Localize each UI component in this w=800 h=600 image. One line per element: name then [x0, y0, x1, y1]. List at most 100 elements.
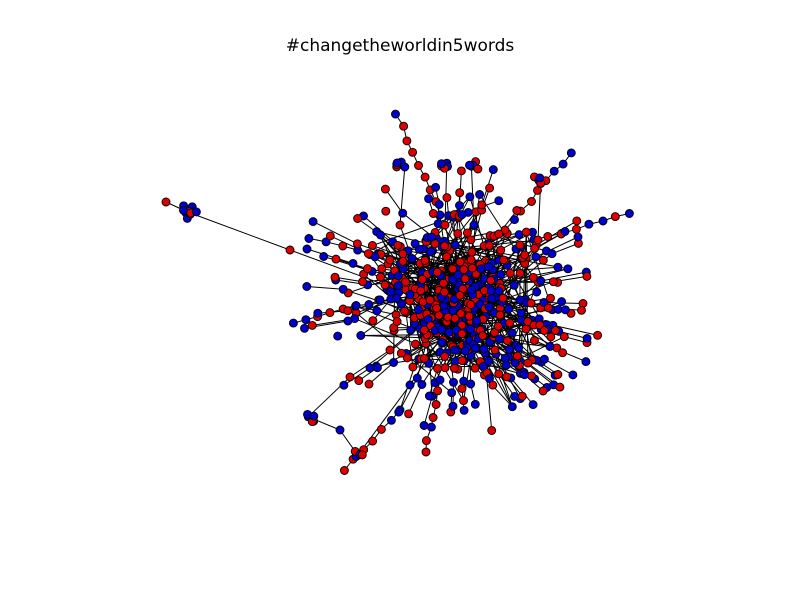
graph-edge: [357, 384, 411, 456]
graph-node-blue: [510, 215, 519, 225]
graph-node-red: [448, 264, 458, 274]
graph-node-blue: [448, 401, 458, 411]
graph-node-blue: [313, 308, 323, 318]
graph-node-red: [455, 290, 465, 300]
graph-node-blue: [472, 316, 482, 326]
graph-node-red: [353, 214, 363, 223]
graph-node-blue: [339, 380, 349, 390]
graph-node-blue: [466, 379, 476, 389]
graph-node-red: [502, 336, 512, 346]
graph-node-blue: [304, 234, 314, 243]
graph-node-red: [357, 450, 367, 460]
graph-node-red: [376, 272, 385, 282]
graph-node-red: [499, 255, 509, 265]
graph-node-red: [161, 197, 171, 207]
graph-node-red: [416, 286, 426, 296]
graph-node-red: [431, 400, 441, 409]
graph-node-red: [459, 396, 468, 406]
graph-node-red: [493, 321, 503, 331]
graph-node-red: [398, 256, 408, 266]
graph-node-red: [512, 351, 522, 361]
graph-node-red: [325, 231, 335, 241]
graph-node-blue: [444, 327, 454, 337]
graph-node-blue: [375, 295, 385, 305]
graph-node-red: [543, 303, 553, 313]
graph-node-red: [352, 239, 362, 249]
graph-node-blue: [389, 358, 399, 367]
graph-node-red: [467, 247, 477, 257]
graph-node-red: [457, 329, 467, 339]
graph-node-blue: [539, 354, 549, 364]
graph-node-red: [487, 426, 497, 435]
graph-node-red: [515, 268, 525, 278]
graph-node-red: [548, 277, 558, 287]
graph-node-blue: [553, 262, 563, 272]
graph-node-red: [577, 305, 586, 315]
graph-node-red: [402, 136, 412, 146]
graph-edge: [552, 324, 598, 336]
graph-node-red: [364, 379, 374, 389]
graph-node-red: [442, 193, 452, 203]
graph-node-red: [420, 256, 430, 265]
graph-node-red: [539, 326, 549, 336]
graph-node-blue: [406, 325, 416, 335]
graph-node-red: [421, 447, 431, 457]
graph-node-blue: [437, 337, 447, 347]
graph-node-blue: [467, 285, 476, 295]
graph-node-red: [550, 326, 560, 336]
graph-node-red: [484, 241, 494, 251]
graph-node-blue: [405, 380, 415, 390]
graph-node-red: [490, 345, 500, 355]
graph-node-blue: [484, 356, 494, 366]
graph-node-red: [464, 311, 474, 321]
graph-edge: [551, 242, 579, 255]
graph-node-blue: [494, 286, 504, 296]
graph-edge: [498, 373, 515, 397]
graph-node-red: [521, 227, 531, 237]
graph-node-red: [485, 183, 495, 193]
graph-node-red: [496, 245, 506, 255]
graph-node-red: [433, 386, 443, 396]
graph-node-blue: [568, 370, 578, 380]
graph-node-red: [395, 220, 405, 230]
graph-edge: [306, 286, 344, 290]
graph-node-blue: [581, 357, 591, 367]
graph-node-red: [420, 172, 430, 182]
graph-node-red: [419, 325, 429, 335]
graph-node-red: [440, 363, 450, 373]
graph-node-blue: [496, 270, 506, 279]
graph-node-blue: [427, 232, 437, 242]
graph-node-blue: [434, 200, 444, 209]
graph-node-red: [330, 272, 340, 282]
graph-node-red: [414, 161, 423, 170]
graph-node-red: [498, 293, 508, 303]
graph-edge: [540, 271, 587, 282]
graph-node-red: [529, 336, 539, 345]
graph-node-red: [478, 331, 488, 341]
graph-node-blue: [351, 301, 361, 310]
graph-node-blue: [465, 192, 475, 202]
figure-title: #changetheworldin5words: [285, 36, 515, 56]
graph-node-red: [523, 358, 533, 368]
graph-node-blue: [516, 308, 526, 318]
graph-node-blue: [348, 258, 358, 268]
graph-node-red: [572, 216, 582, 226]
graph-node-red: [558, 348, 568, 358]
graph-node-blue: [470, 399, 480, 409]
graph-node-blue: [515, 295, 525, 305]
graph-edge: [384, 188, 404, 214]
graph-node-red: [512, 206, 522, 215]
graph-node-red: [521, 324, 531, 334]
graph-node-blue: [486, 286, 496, 296]
graph-node-blue: [532, 287, 542, 297]
graph-node-red: [467, 263, 477, 273]
graph-node-red: [440, 352, 450, 361]
graph-node-red: [505, 318, 515, 328]
graph-node-blue: [457, 210, 467, 220]
graph-edge: [544, 358, 574, 376]
graph-node-blue: [394, 407, 404, 417]
graph-node-red: [368, 316, 378, 326]
graph-edge: [535, 220, 578, 246]
graph-node-red: [358, 277, 368, 287]
